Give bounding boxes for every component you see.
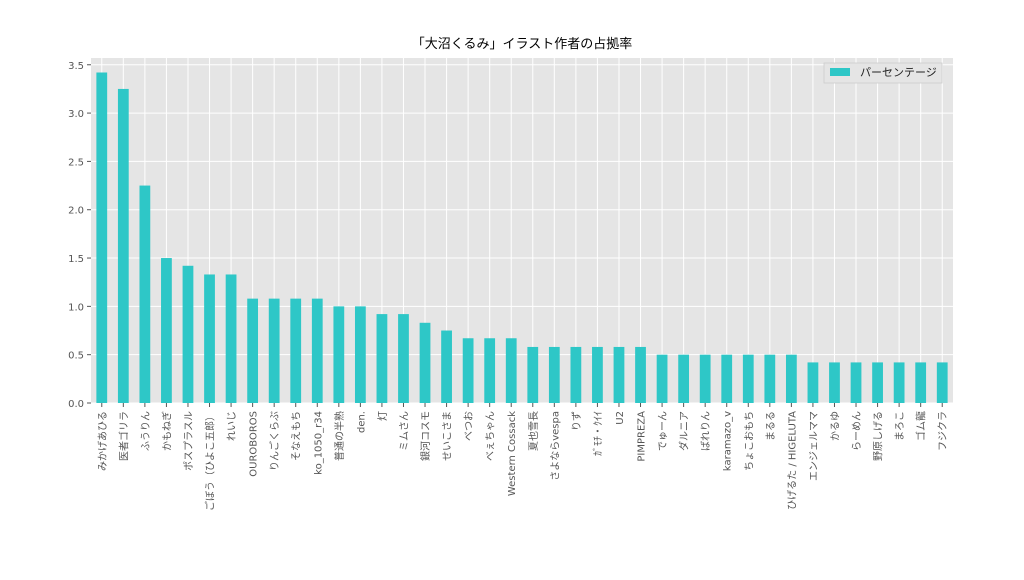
- x-tick-label: ko_1050_r34: [313, 411, 324, 475]
- x-tick-label: ゴム龍: [915, 411, 928, 441]
- x-tick-label: べぇちゃん: [485, 411, 497, 461]
- x-tick-label: ｶﾞﾓﾁ・ｸｲｲ: [592, 411, 604, 456]
- y-tick-label: 2.0: [68, 206, 84, 217]
- x-tick-label: みかげあひる: [97, 411, 109, 471]
- bar: [376, 314, 388, 403]
- x-tick-label: ミムさん: [398, 411, 410, 451]
- bar: [398, 314, 409, 403]
- bar: [850, 362, 862, 403]
- x-tick-label: でゅーん: [657, 411, 669, 451]
- bar: [570, 346, 582, 403]
- x-tick-label: PIMPREZA: [637, 411, 648, 462]
- x-tick-label: せいこさま: [442, 411, 454, 461]
- x-tick-label: 野原しげる: [873, 411, 885, 461]
- bar: [182, 265, 194, 403]
- bar: [527, 346, 539, 403]
- x-tick-label: OUROBOROS: [249, 411, 260, 477]
- bar: [635, 346, 646, 403]
- x-tick-label: まろこ: [894, 411, 906, 441]
- bar: [807, 362, 819, 403]
- bar: [161, 258, 172, 403]
- y-tick-label: 0.5: [68, 351, 84, 362]
- legend-label: パーセンテージ: [860, 66, 937, 79]
- x-tick-label: 医者ゴリラ: [117, 411, 130, 461]
- x-tick-label: かるゆ: [829, 411, 841, 441]
- bar: [354, 306, 366, 403]
- bars: [96, 72, 948, 404]
- bar: [764, 354, 776, 403]
- x-axis: みかげあひる 医者ゴリラ ふうりん かもねぎ ポスプラスル ごぼう（ひよこ五郎） れいじ OU…: [97, 403, 949, 511]
- bar: [678, 354, 690, 403]
- x-tick-label: さよならvespa: [549, 411, 561, 481]
- x-tick-label: ポスプラスル: [183, 411, 195, 471]
- plot-area: [91, 58, 953, 403]
- y-tick-label: 1.5: [68, 254, 84, 265]
- bar: [721, 354, 733, 403]
- bar: [139, 185, 151, 403]
- x-tick-label: 灯: [377, 411, 389, 421]
- x-tick-label: Western Cossack: [507, 411, 518, 496]
- bar: [311, 298, 323, 403]
- x-tick-label: 普通の半熟: [333, 411, 346, 461]
- y-tick-label: 3.5: [68, 61, 84, 72]
- legend: パーセンテージ: [823, 62, 943, 84]
- x-tick-label: れいじ: [226, 411, 238, 441]
- bar: [484, 338, 496, 403]
- x-tick-label: 銀河コスモ: [419, 411, 432, 461]
- bar: [204, 274, 215, 403]
- bar: [333, 306, 345, 403]
- bar: [247, 298, 259, 403]
- x-tick-label: U2: [615, 411, 626, 425]
- chart-title: 「大沼くるみ」イラスト作者の占拠率: [412, 36, 632, 52]
- x-tick-label: 夏也雪長: [527, 411, 540, 451]
- bar: [893, 362, 905, 403]
- x-tick-label: かもねぎ: [160, 411, 173, 451]
- bar: [592, 346, 603, 403]
- x-tick-label: den.: [356, 411, 367, 433]
- bar: [699, 354, 711, 403]
- legend-swatch: [830, 68, 850, 76]
- bar: [656, 354, 668, 403]
- bar: [548, 346, 560, 403]
- x-tick-label: りず: [571, 411, 583, 431]
- bar: [785, 354, 797, 403]
- bar: [117, 88, 129, 403]
- x-tick-label: ばれりん: [700, 411, 712, 451]
- y-axis: 0.0 0.5 1.0 1.5 2.0 2.5 3.0 3.5: [68, 61, 91, 410]
- y-tick-label: 3.0: [68, 109, 84, 120]
- bar: [441, 330, 452, 403]
- x-tick-label: べつお: [463, 411, 475, 441]
- bar: [505, 338, 517, 403]
- x-tick-label: そなえもち: [291, 411, 303, 461]
- y-tick-label: 0.0: [68, 399, 84, 410]
- x-tick-label: まるる: [765, 411, 777, 441]
- x-tick-label: エンジェルママ: [809, 411, 820, 481]
- bar: [742, 354, 754, 403]
- bar: [462, 338, 474, 403]
- bar: [290, 298, 302, 403]
- bar: [225, 274, 237, 403]
- x-tick-label: ひげるた / HIGELUTA: [786, 411, 798, 510]
- x-tick-label: ごぼう（ひよこ五郎）: [204, 411, 217, 511]
- x-tick-label: ちょこおもち: [743, 411, 755, 471]
- bar: [268, 298, 280, 403]
- x-tick-label: ダルニア: [678, 411, 691, 451]
- bar: [419, 322, 431, 403]
- y-tick-label: 2.5: [68, 157, 84, 168]
- bar: [936, 362, 948, 403]
- legend-box: [823, 62, 943, 84]
- x-tick-label: karamazo_v: [723, 411, 734, 471]
- x-tick-label: らーめん: [851, 411, 863, 451]
- bar: [96, 72, 108, 404]
- bar: [915, 362, 927, 403]
- y-tick-label: 1.0: [68, 302, 84, 313]
- bar: [829, 362, 840, 403]
- x-tick-label: ふうりん: [140, 411, 152, 451]
- bar: [613, 346, 625, 403]
- bar: [872, 362, 883, 403]
- x-tick-label: フジクラ: [937, 411, 949, 451]
- x-tick-label: りんごくらぶ: [268, 411, 281, 471]
